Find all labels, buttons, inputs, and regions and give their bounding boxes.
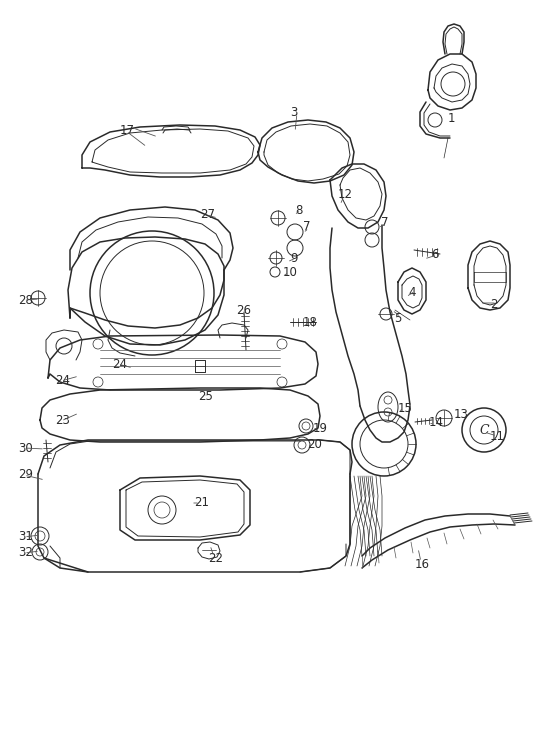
Text: 26: 26 xyxy=(236,303,251,316)
Text: 4: 4 xyxy=(408,286,416,299)
Text: 7: 7 xyxy=(381,216,389,228)
Text: 23: 23 xyxy=(55,414,70,428)
Text: 16: 16 xyxy=(415,557,430,570)
Text: 30: 30 xyxy=(18,442,32,455)
Text: 22: 22 xyxy=(208,551,223,565)
Text: 18: 18 xyxy=(303,316,318,328)
Text: 27: 27 xyxy=(200,208,215,222)
Text: 19: 19 xyxy=(313,422,328,436)
Text: 13: 13 xyxy=(454,408,469,420)
Text: 11: 11 xyxy=(490,430,505,442)
Text: 15: 15 xyxy=(398,402,413,414)
Text: 32: 32 xyxy=(18,547,33,559)
Text: 10: 10 xyxy=(283,266,298,278)
Text: 9: 9 xyxy=(290,252,297,264)
Text: 17: 17 xyxy=(120,124,135,136)
Text: 31: 31 xyxy=(18,531,33,543)
Text: 29: 29 xyxy=(18,469,33,481)
Text: 21: 21 xyxy=(194,497,209,509)
Text: 3: 3 xyxy=(290,105,297,118)
Text: 7: 7 xyxy=(303,221,310,233)
Text: 20: 20 xyxy=(307,437,322,450)
Text: 25: 25 xyxy=(198,389,213,403)
Text: 14: 14 xyxy=(429,417,444,430)
Text: 2: 2 xyxy=(490,299,497,311)
Text: 6: 6 xyxy=(431,249,438,261)
Text: 8: 8 xyxy=(295,203,302,216)
Text: 12: 12 xyxy=(338,188,353,202)
Text: 1: 1 xyxy=(448,111,455,124)
Text: 28: 28 xyxy=(18,294,33,306)
Text: 5: 5 xyxy=(394,311,402,325)
Text: 24: 24 xyxy=(112,358,127,370)
Text: C: C xyxy=(479,423,489,436)
Text: 24: 24 xyxy=(55,373,70,386)
